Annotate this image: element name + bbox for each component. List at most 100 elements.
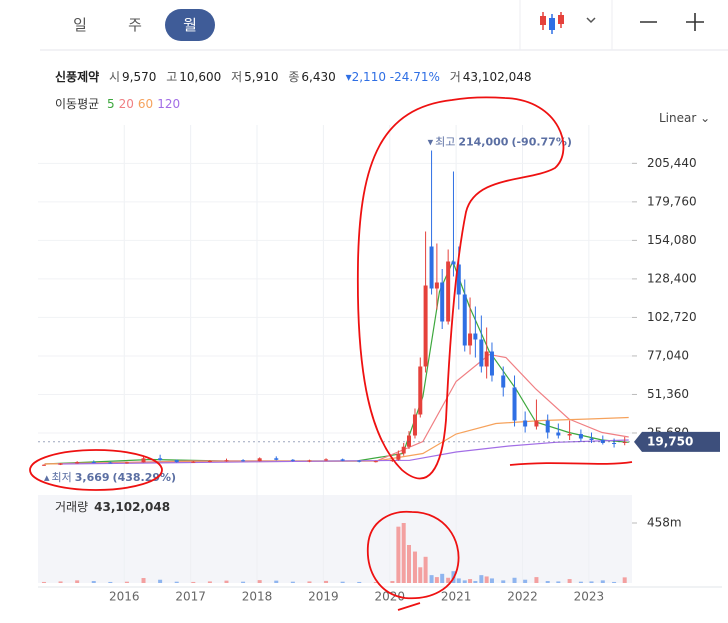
low-value: 3,669 bbox=[75, 471, 110, 484]
low-change: (438.29%) bbox=[113, 471, 177, 484]
y-tick-label: 205,440 bbox=[647, 156, 697, 170]
candle-body bbox=[429, 246, 434, 289]
volume-bar bbox=[124, 581, 129, 583]
candle-body bbox=[456, 264, 461, 295]
candle-body bbox=[75, 462, 80, 464]
stock-name: 신풍제약 bbox=[55, 70, 100, 84]
volume-bar bbox=[473, 581, 478, 583]
candle-body bbox=[396, 453, 401, 460]
volume-bar bbox=[523, 579, 528, 583]
zoom-in-button[interactable] bbox=[686, 13, 704, 31]
volume-bar bbox=[423, 556, 428, 583]
volume-bar bbox=[456, 578, 461, 583]
volume-label: 거래량 bbox=[55, 500, 88, 514]
scale-toggle[interactable]: Linear ⌄ bbox=[659, 111, 711, 125]
volume-bar bbox=[191, 581, 196, 583]
candle-body bbox=[434, 282, 439, 289]
label: 거 bbox=[449, 70, 461, 84]
candle-body bbox=[290, 459, 295, 461]
candle-body bbox=[141, 458, 146, 463]
candle-body bbox=[523, 420, 528, 427]
tab-active[interactable]: 월 bbox=[165, 9, 215, 41]
high-change: (-90.77%) bbox=[511, 136, 571, 149]
volume-bar bbox=[91, 581, 96, 583]
x-tick-label: 2021 bbox=[441, 590, 472, 604]
volume-bar bbox=[501, 580, 506, 583]
volume-bar bbox=[412, 551, 417, 583]
candle-body bbox=[479, 339, 484, 367]
volume-panel-bg bbox=[38, 495, 632, 583]
volume-bar bbox=[556, 581, 561, 583]
volume-bar bbox=[141, 578, 146, 583]
x-tick-label: 2023 bbox=[574, 590, 605, 604]
y-tick-label: 154,080 bbox=[647, 233, 697, 247]
last-price-label: 19,750 bbox=[647, 434, 693, 448]
x-tick-label: 2020 bbox=[374, 590, 405, 604]
candle-body bbox=[257, 458, 262, 462]
volume-title: 거래량 43,102,048 bbox=[55, 500, 170, 514]
quote-line: 신풍제약 시 9,570 고 10,600 저 5,910 종 6,430 ▾2,110… bbox=[55, 68, 537, 85]
value: 43,102,048 bbox=[462, 70, 532, 84]
volume-bar bbox=[451, 571, 456, 583]
down-icon: ▾ bbox=[345, 70, 352, 84]
candle-body bbox=[600, 440, 605, 443]
volume-bar bbox=[479, 575, 484, 583]
tab[interactable]: 일 bbox=[73, 16, 87, 34]
x-tick-label: 2016 bbox=[109, 590, 140, 604]
x-tick-label: 2022 bbox=[507, 590, 538, 604]
volume-bar bbox=[612, 581, 617, 583]
volume-bar bbox=[600, 580, 605, 583]
volume-bar bbox=[468, 579, 473, 583]
volume-bar bbox=[589, 581, 594, 583]
volume-bar bbox=[158, 579, 163, 583]
candle-body bbox=[451, 261, 456, 265]
candle-body bbox=[578, 434, 583, 439]
volume-bar bbox=[534, 577, 539, 583]
value: 10,600 bbox=[179, 70, 222, 84]
legend-entry: 5 bbox=[107, 97, 115, 111]
label: 저 bbox=[231, 70, 243, 84]
label: 시 bbox=[109, 70, 121, 84]
candle-body bbox=[58, 463, 63, 465]
volume-bar bbox=[622, 577, 627, 583]
chart-type-button[interactable] bbox=[540, 12, 596, 34]
candle-body bbox=[468, 333, 473, 346]
low-label: 최저 bbox=[52, 471, 72, 484]
candle-body bbox=[124, 462, 129, 464]
candle-body bbox=[91, 462, 96, 464]
candle-body bbox=[462, 294, 467, 346]
y-tick-label: 102,720 bbox=[647, 310, 697, 324]
ma-line bbox=[44, 353, 629, 465]
ma-legend: 이동평균 5 20 60 120 bbox=[55, 95, 184, 112]
volume-bar bbox=[340, 581, 345, 583]
candle-body bbox=[534, 420, 539, 427]
value: 5,910 bbox=[244, 70, 279, 84]
volume-bar bbox=[440, 573, 445, 583]
legend-entry: 60 bbox=[137, 97, 154, 111]
volume-bar bbox=[484, 576, 489, 583]
tab[interactable]: 주 bbox=[128, 16, 142, 34]
low-annotation: ▴ 최저 3,669 (438.29%) bbox=[44, 471, 176, 484]
candle-body bbox=[418, 366, 423, 415]
volume-bar bbox=[207, 581, 212, 583]
candle-body bbox=[512, 387, 517, 421]
candle-body bbox=[224, 460, 229, 462]
volume-bar bbox=[224, 580, 229, 583]
label: 종 bbox=[288, 70, 300, 84]
volume-bar bbox=[578, 581, 583, 583]
candle-body bbox=[501, 375, 506, 388]
high-value: 214,000 bbox=[458, 136, 508, 149]
volume-bar bbox=[407, 545, 412, 583]
candle-body bbox=[373, 461, 378, 463]
volume-bar bbox=[429, 575, 434, 583]
change-pct: -24.71% bbox=[389, 70, 440, 84]
volume-bar bbox=[567, 579, 572, 583]
candle-body bbox=[108, 462, 113, 464]
volume-bar bbox=[373, 582, 378, 583]
volume-bar bbox=[290, 581, 295, 583]
candle-body bbox=[484, 351, 489, 367]
volume-bar bbox=[545, 581, 550, 583]
volume-value: 43,102,048 bbox=[94, 500, 170, 514]
volume-bar bbox=[241, 581, 246, 583]
